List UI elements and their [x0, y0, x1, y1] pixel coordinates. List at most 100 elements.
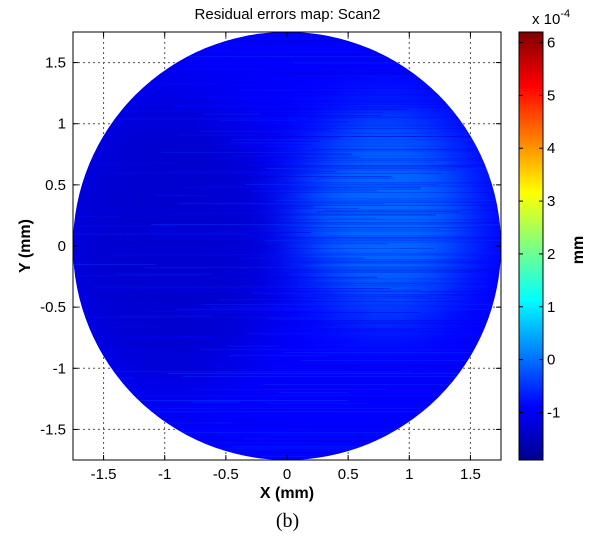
scan-streak	[176, 51, 501, 53]
scan-streak	[160, 369, 499, 371]
scan-streak	[219, 299, 385, 301]
scan-streak	[232, 139, 501, 141]
scan-streak	[178, 54, 501, 56]
scan-streak	[325, 265, 479, 267]
scan-streak	[74, 216, 123, 217]
scan-streak	[241, 342, 501, 344]
scan-streak	[279, 398, 501, 400]
scan-streak	[205, 278, 501, 280]
scan-streak	[250, 190, 378, 192]
scan-streak	[293, 62, 501, 64]
scan-streak	[302, 228, 441, 230]
scan-streak	[90, 350, 175, 352]
scan-streak	[294, 150, 501, 152]
scan-streak	[241, 257, 365, 259]
scan-streak	[79, 316, 321, 318]
scan-streak	[94, 286, 488, 288]
x-tick-label: -0.5	[213, 466, 239, 483]
scan-streak	[227, 345, 280, 347]
scan-streak	[327, 102, 501, 104]
scan-streak	[174, 212, 501, 214]
scan-streak	[112, 73, 456, 75]
scan-streak	[299, 382, 501, 384]
scan-streak	[137, 121, 350, 123]
scan-streak	[73, 233, 249, 235]
scan-streak	[155, 195, 208, 197]
scan-streak	[157, 180, 241, 182]
scan-streak	[324, 331, 501, 333]
scan-streak	[262, 88, 448, 89]
scan-streak	[311, 296, 431, 297]
y-axis: 1.5 1 0.5 0 -0.5 -1 -1.5	[40, 55, 501, 438]
colorbar-label: mm	[570, 236, 587, 264]
scan-streak	[77, 448, 448, 449]
scan-streak	[241, 115, 382, 117]
scan-streak	[137, 232, 311, 233]
scan-streak	[138, 176, 392, 177]
scan-streak	[95, 84, 308, 86]
scan-streak	[253, 236, 501, 238]
scan-streak	[191, 401, 241, 403]
scan-streak	[314, 344, 393, 345]
x-tick-label: 1	[405, 466, 413, 483]
scan-streak	[266, 379, 352, 381]
scan-streak	[306, 116, 501, 118]
scan-streak	[267, 227, 501, 229]
scan-streak	[122, 443, 467, 445]
scan-streak	[317, 252, 501, 254]
scan-streak	[109, 326, 161, 328]
scan-streak	[171, 147, 249, 149]
scan-streak	[324, 209, 501, 211]
scan-streak	[127, 268, 501, 270]
scan-streak	[123, 411, 501, 413]
y-axis-label: Y (mm)	[17, 219, 34, 273]
scan-streak	[262, 384, 501, 385]
scan-streak	[168, 171, 337, 173]
scan-streak	[246, 332, 312, 334]
y-tick-label: 1.5	[45, 55, 66, 72]
scan-streak	[254, 417, 501, 419]
scan-streak	[186, 243, 389, 245]
scan-streak	[202, 304, 501, 305]
scan-streak	[129, 368, 236, 369]
scan-streak	[99, 400, 348, 401]
scan-streak	[130, 430, 501, 432]
scan-streak	[267, 318, 349, 320]
colorbar-scale: x 10-4	[532, 8, 570, 28]
scan-streak	[119, 419, 501, 421]
scan-streak	[173, 105, 501, 107]
scan-streak	[86, 80, 247, 81]
scan-streak	[130, 126, 338, 128]
scan-streak	[242, 160, 494, 161]
scan-streak	[137, 244, 282, 246]
scan-streak	[260, 128, 501, 129]
scan-streak	[311, 363, 501, 365]
scan-streak	[218, 219, 501, 221]
scan-streak	[176, 308, 501, 310]
scan-streak	[199, 348, 501, 350]
scan-streak	[264, 240, 501, 241]
scan-streak	[321, 99, 501, 101]
colorbar-scale-exponent: -4	[560, 8, 570, 20]
scan-streak	[186, 68, 265, 70]
scan-streak	[234, 206, 315, 208]
scan-streak	[215, 124, 501, 126]
scan-streak	[113, 38, 394, 40]
y-tick-label: 0.5	[45, 177, 66, 194]
scan-streak	[315, 177, 394, 179]
scan-streak	[161, 152, 308, 153]
scan-streak	[149, 300, 464, 302]
x-axis: -1.5 -1 -0.5 0 0.5 1 1.5	[91, 32, 481, 483]
scan-streak	[325, 235, 501, 237]
x-tick-label: 1.5	[460, 466, 481, 483]
scan-streak	[270, 380, 501, 382]
scan-streak	[329, 217, 376, 219]
scan-streak	[152, 169, 456, 171]
scan-streak	[104, 280, 196, 281]
colorbar-tick-label: 2	[547, 246, 555, 263]
scan-streak	[74, 264, 156, 265]
scan-streak	[296, 75, 435, 77]
scan-streak	[115, 246, 274, 248]
x-tick-label: 0	[283, 466, 291, 483]
scan-streak	[163, 137, 341, 139]
